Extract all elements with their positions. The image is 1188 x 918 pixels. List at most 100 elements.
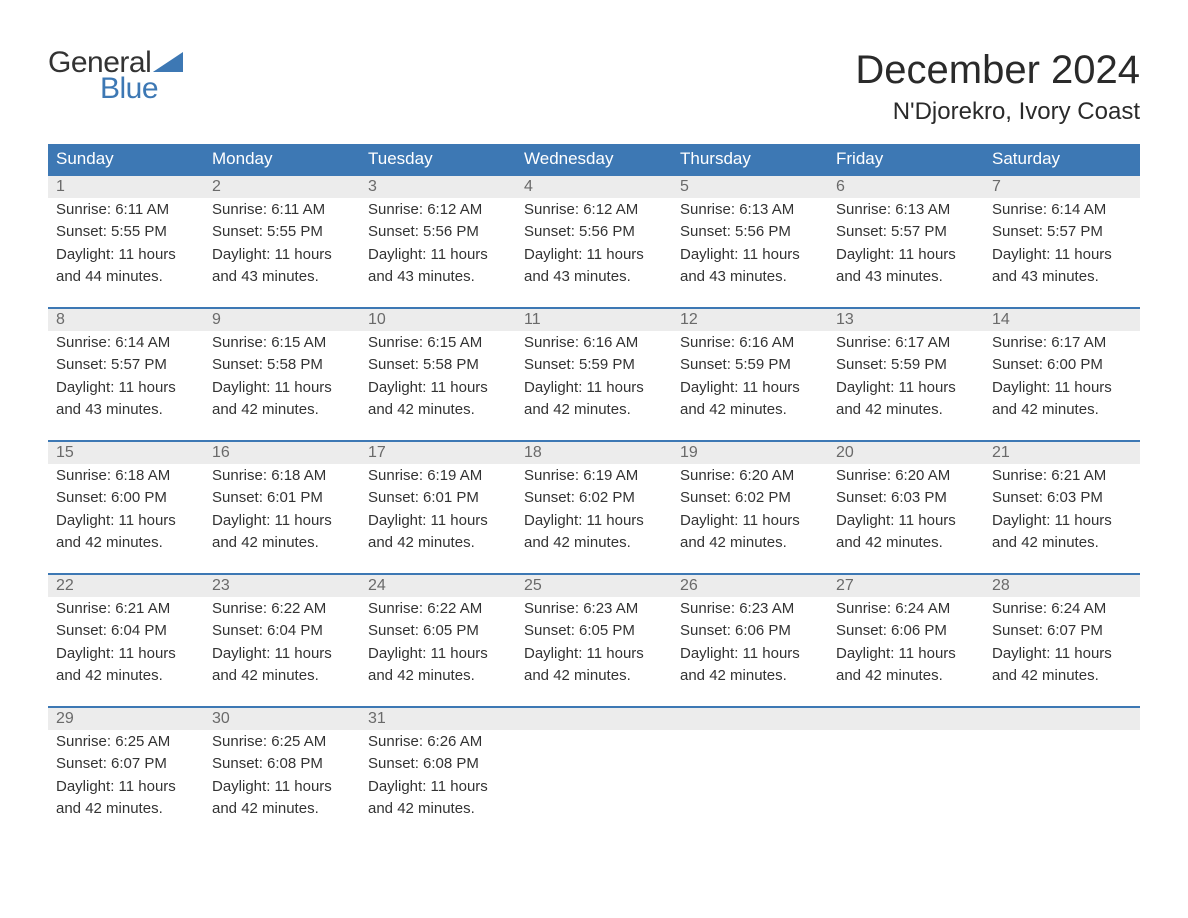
calendar-week-row: Sunrise: 6:18 AMSunset: 6:00 PMDaylight:… <box>48 464 1140 574</box>
day-number-cell: 10 <box>360 308 516 331</box>
sunset-line: Sunset: 6:00 PM <box>992 355 1132 375</box>
calendar-header-row: SundayMondayTuesdayWednesdayThursdayFrid… <box>48 144 1140 175</box>
sunset-line: Sunset: 5:55 PM <box>212 222 352 242</box>
day-number-cell: 18 <box>516 441 672 464</box>
daylight-line-1: Daylight: 11 hours <box>56 511 196 531</box>
sunset-line: Sunset: 5:59 PM <box>836 355 976 375</box>
day-number-cell: 19 <box>672 441 828 464</box>
sunrise-line: Sunrise: 6:14 AM <box>56 333 196 353</box>
sunrise-line: Sunrise: 6:17 AM <box>836 333 976 353</box>
calendar-daynum-row: 15161718192021 <box>48 441 1140 464</box>
day-number-cell: 14 <box>984 308 1140 331</box>
day-cell: Sunrise: 6:20 AMSunset: 6:03 PMDaylight:… <box>828 464 984 574</box>
day-number-cell: 9 <box>204 308 360 331</box>
daylight-line-2: and 42 minutes. <box>992 400 1132 420</box>
sunrise-line: Sunrise: 6:22 AM <box>212 599 352 619</box>
daylight-line-1: Daylight: 11 hours <box>212 644 352 664</box>
daylight-line-2: and 43 minutes. <box>836 267 976 287</box>
sunrise-line: Sunrise: 6:21 AM <box>992 466 1132 486</box>
day-cell: Sunrise: 6:11 AMSunset: 5:55 PM Daylight:… <box>48 198 204 308</box>
sunset-line: Sunset: 6:03 PM <box>992 488 1132 508</box>
daylight-line-1: Daylight: 11 hours <box>836 245 976 265</box>
sunrise-line: Sunrise: 6:24 AM <box>992 599 1132 619</box>
day-cell: Sunrise: 6:21 AMSunset: 6:04 PMDaylight:… <box>48 597 204 707</box>
sunrise-line: Sunrise: 6:23 AM <box>680 599 820 619</box>
calendar-week-row: Sunrise: 6:11 AMSunset: 5:55 PMDaylight:… <box>48 198 1140 308</box>
title-block: December 2024 N'Djorekro, Ivory Coast <box>855 48 1140 126</box>
day-number-cell: 26 <box>672 574 828 597</box>
day-number-cell: 11 <box>516 308 672 331</box>
day-number-cell-empty <box>828 707 984 730</box>
sunset-line: Sunset: 5:58 PM <box>212 355 352 375</box>
day-cell: Sunrise: 6:17 AMSunset: 6:00 PMDaylight:… <box>984 331 1140 441</box>
daylight-line-2: and 42 minutes. <box>368 533 508 553</box>
sunrise-line: Sunrise: 6:11 AM <box>56 200 196 220</box>
daylight-line-1: Daylight: 11 hours <box>680 644 820 664</box>
daylight-line-2: and 43 minutes. <box>524 267 664 287</box>
daylight-line-2: and 42 minutes. <box>368 666 508 686</box>
daylight-line-2: and 42 minutes. <box>212 533 352 553</box>
sunrise-line: Sunrise: 6:15 AM <box>212 333 352 353</box>
day-number-cell: 21 <box>984 441 1140 464</box>
daylight-line-1: Daylight: 11 hours <box>524 378 664 398</box>
daylight-line-2: and 42 minutes. <box>524 666 664 686</box>
day-cell <box>516 730 672 839</box>
sunset-line: Sunset: 6:02 PM <box>680 488 820 508</box>
daylight-line-2: and 43 minutes. <box>56 400 196 420</box>
sunrise-line: Sunrise: 6:12 AM <box>368 200 508 220</box>
weekday-header: Friday <box>828 144 984 175</box>
daylight-line-1: Daylight: 11 hours <box>524 511 664 531</box>
day-cell: Sunrise: 6:24 AMSunset: 6:06 PMDaylight:… <box>828 597 984 707</box>
calendar-week-row: Sunrise: 6:21 AMSunset: 6:04 PMDaylight:… <box>48 597 1140 707</box>
day-cell: Sunrise: 6:26 AMSunset: 6:08 PMDaylight:… <box>360 730 516 839</box>
daylight-line-2: and 42 minutes. <box>836 533 976 553</box>
sunrise-line: Sunrise: 6:20 AM <box>680 466 820 486</box>
sunset-line: Sunset: 6:02 PM <box>524 488 664 508</box>
daylight-line-1: Daylight: 11 hours <box>368 777 508 797</box>
day-cell: Sunrise: 6:25 AMSunset: 6:08 PMDaylight:… <box>204 730 360 839</box>
daylight-line-2: and 43 minutes. <box>368 267 508 287</box>
sunset-line: Sunset: 5:56 PM <box>524 222 664 242</box>
calendar-week-row: Sunrise: 6:25 AMSunset: 6:07 PMDaylight:… <box>48 730 1140 839</box>
sunrise-line: Sunrise: 6:25 AM <box>56 732 196 752</box>
sunrise-line: Sunrise: 6:24 AM <box>836 599 976 619</box>
calendar-daynum-row: 1234567 <box>48 175 1140 198</box>
sunset-line: Sunset: 6:07 PM <box>992 621 1132 641</box>
sunrise-line: Sunrise: 6:16 AM <box>524 333 664 353</box>
sunset-line: Sunset: 6:03 PM <box>836 488 976 508</box>
sunset-line: Sunset: 6:00 PM <box>56 488 196 508</box>
daylight-line-1: Daylight: 11 hours <box>836 378 976 398</box>
sunset-line: Sunset: 6:08 PM <box>368 754 508 774</box>
daylight-line-1: Daylight: 11 hours <box>56 378 196 398</box>
day-number-cell: 25 <box>516 574 672 597</box>
day-cell: Sunrise: 6:23 AMSunset: 6:05 PMDaylight:… <box>516 597 672 707</box>
calendar-table: SundayMondayTuesdayWednesdayThursdayFrid… <box>48 144 1140 839</box>
daylight-line-2: and 42 minutes. <box>524 533 664 553</box>
day-cell: Sunrise: 6:19 AMSunset: 6:02 PMDaylight:… <box>516 464 672 574</box>
weekday-header: Thursday <box>672 144 828 175</box>
day-number-cell: 22 <box>48 574 204 597</box>
sunrise-line: Sunrise: 6:21 AM <box>56 599 196 619</box>
day-cell <box>828 730 984 839</box>
daylight-line-1: Daylight: 11 hours <box>680 378 820 398</box>
daylight-line-1: Daylight: 11 hours <box>56 245 196 265</box>
sunset-line: Sunset: 6:05 PM <box>368 621 508 641</box>
day-cell: Sunrise: 6:11 AMSunset: 5:55 PMDaylight:… <box>204 198 360 308</box>
sunset-line: Sunset: 5:57 PM <box>56 355 196 375</box>
sunrise-line: Sunrise: 6:20 AM <box>836 466 976 486</box>
daylight-line-1: Daylight: 11 hours <box>680 245 820 265</box>
sunset-line: Sunset: 5:59 PM <box>524 355 664 375</box>
logo-text-blue: Blue <box>100 74 183 104</box>
sunset-line: Sunset: 5:55 PM <box>56 222 196 242</box>
weekday-header: Sunday <box>48 144 204 175</box>
daylight-line-2: and 42 minutes. <box>680 666 820 686</box>
sunrise-line: Sunrise: 6:16 AM <box>680 333 820 353</box>
daylight-line-1: Daylight: 11 hours <box>524 644 664 664</box>
day-cell <box>672 730 828 839</box>
day-number-cell: 2 <box>204 175 360 198</box>
day-cell: Sunrise: 6:14 AMSunset: 5:57 PMDaylight:… <box>984 198 1140 308</box>
day-number-cell: 13 <box>828 308 984 331</box>
daylight-line-1: Daylight: 11 hours <box>56 644 196 664</box>
daylight-line-1: Daylight: 11 hours <box>992 511 1132 531</box>
sunset-line: Sunset: 6:06 PM <box>680 621 820 641</box>
